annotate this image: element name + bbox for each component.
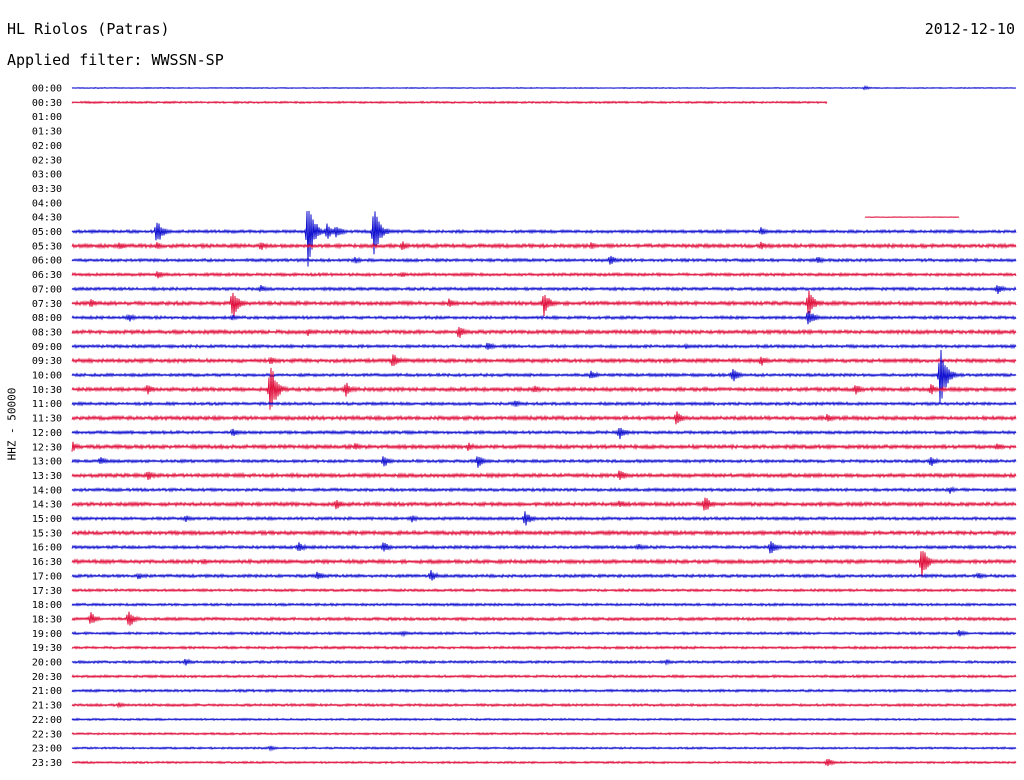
time-tick-label: 06:30	[32, 270, 62, 281]
time-tick-label: 15:30	[32, 528, 62, 539]
trace-line	[71, 456, 1017, 468]
trace-line	[71, 85, 1017, 91]
time-tick-label: 23:00	[32, 744, 62, 755]
trace-line	[71, 587, 1017, 593]
time-tick-label: 14:00	[32, 485, 62, 496]
trace-line	[864, 216, 960, 219]
time-tick-label: 16:30	[32, 557, 62, 568]
time-tick-label: 01:30	[32, 127, 62, 138]
time-tick-label: 12:30	[32, 442, 62, 453]
time-tick-label: 08:00	[32, 313, 62, 324]
time-tick-label: 19:00	[32, 629, 62, 640]
trace-line	[71, 688, 1017, 694]
station-title: HL Riolos (Patras)	[7, 20, 170, 38]
time-tick-label: 15:00	[32, 514, 62, 525]
time-tick-label: 14:30	[32, 500, 62, 511]
trace-line	[71, 100, 828, 105]
date-label: 2012-12-10	[924, 20, 1015, 38]
time-tick-label: 02:00	[32, 141, 62, 152]
trace-line	[71, 354, 1017, 367]
filter-label: Applied filter: WWSSN-SP	[7, 51, 224, 69]
time-tick-label: 05:30	[32, 241, 62, 252]
trace-line	[71, 326, 1017, 338]
time-tick-label: 17:00	[32, 571, 62, 582]
time-tick-label: 22:30	[32, 729, 62, 740]
trace-line	[71, 745, 1017, 752]
time-tick-label: 16:00	[32, 543, 62, 554]
time-tick-label: 21:30	[32, 701, 62, 712]
trace-line	[71, 658, 1017, 666]
trace-line	[71, 310, 1017, 325]
time-tick-label: 02:30	[32, 155, 62, 166]
trace-line	[71, 441, 1017, 452]
trace-line	[71, 611, 1017, 626]
trace-line	[71, 511, 1017, 526]
trace-line	[71, 497, 1017, 511]
time-tick-label: 03:00	[32, 170, 62, 181]
time-tick-label: 11:30	[32, 414, 62, 425]
time-tick-label: 09:30	[32, 356, 62, 367]
time-tick-label: 12:00	[32, 428, 62, 439]
trace-line	[71, 629, 1017, 638]
time-tick-label: 19:30	[32, 643, 62, 654]
trace-line	[71, 210, 1017, 267]
time-tick-label: 22:00	[32, 715, 62, 726]
trace-line	[71, 284, 1017, 295]
trace-line	[71, 701, 1017, 709]
time-tick-label: 00:00	[32, 84, 62, 95]
time-tick-label: 13:00	[32, 457, 62, 468]
trace-line	[71, 551, 1017, 578]
time-tick-label: 08:30	[32, 327, 62, 338]
trace-line	[71, 342, 1017, 351]
time-tick-label: 10:00	[32, 371, 62, 382]
trace-line	[71, 367, 1017, 410]
time-tick-label: 18:30	[32, 614, 62, 625]
trace-line	[71, 400, 1017, 408]
trace-line	[71, 717, 1017, 722]
time-tick-label: 07:30	[32, 299, 62, 310]
time-tick-label: 05:00	[32, 227, 62, 238]
trace-line	[71, 411, 1017, 425]
trace-line	[71, 541, 1017, 554]
time-tick-label: 13:30	[32, 471, 62, 482]
time-tick-label: 06:00	[32, 256, 62, 267]
time-tick-label: 00:30	[32, 98, 62, 109]
trace-line	[71, 485, 1017, 494]
trace-line	[71, 673, 1017, 679]
trace-line	[71, 758, 1017, 767]
trace-line	[71, 570, 1017, 581]
time-tick-label: 03:30	[32, 184, 62, 195]
time-tick-label: 07:00	[32, 284, 62, 295]
time-tick-label: 09:00	[32, 342, 62, 353]
time-tick-label: 20:00	[32, 658, 62, 669]
trace-line	[71, 350, 1017, 403]
trace-line	[71, 241, 1017, 251]
trace-line	[71, 271, 1017, 279]
trace-line	[71, 528, 1017, 537]
trace-line	[71, 427, 1017, 440]
trace-line	[71, 731, 1017, 736]
time-tick-label: 20:30	[32, 672, 62, 683]
trace-line	[71, 602, 1017, 608]
time-tick-label: 18:00	[32, 600, 62, 611]
time-tick-label: 11:00	[32, 399, 62, 410]
trace-line	[71, 290, 1017, 317]
time-tick-label: 17:30	[32, 586, 62, 597]
time-tick-label: 10:30	[32, 385, 62, 396]
time-tick-label: 01:00	[32, 112, 62, 123]
time-tick-label: 04:00	[32, 198, 62, 209]
time-tick-label: 23:30	[32, 758, 62, 769]
time-tick-label: 04:30	[32, 213, 62, 224]
trace-line	[71, 645, 1017, 651]
time-tick-label: 21:00	[32, 686, 62, 697]
trace-line	[71, 470, 1017, 481]
trace-line	[71, 255, 1017, 265]
